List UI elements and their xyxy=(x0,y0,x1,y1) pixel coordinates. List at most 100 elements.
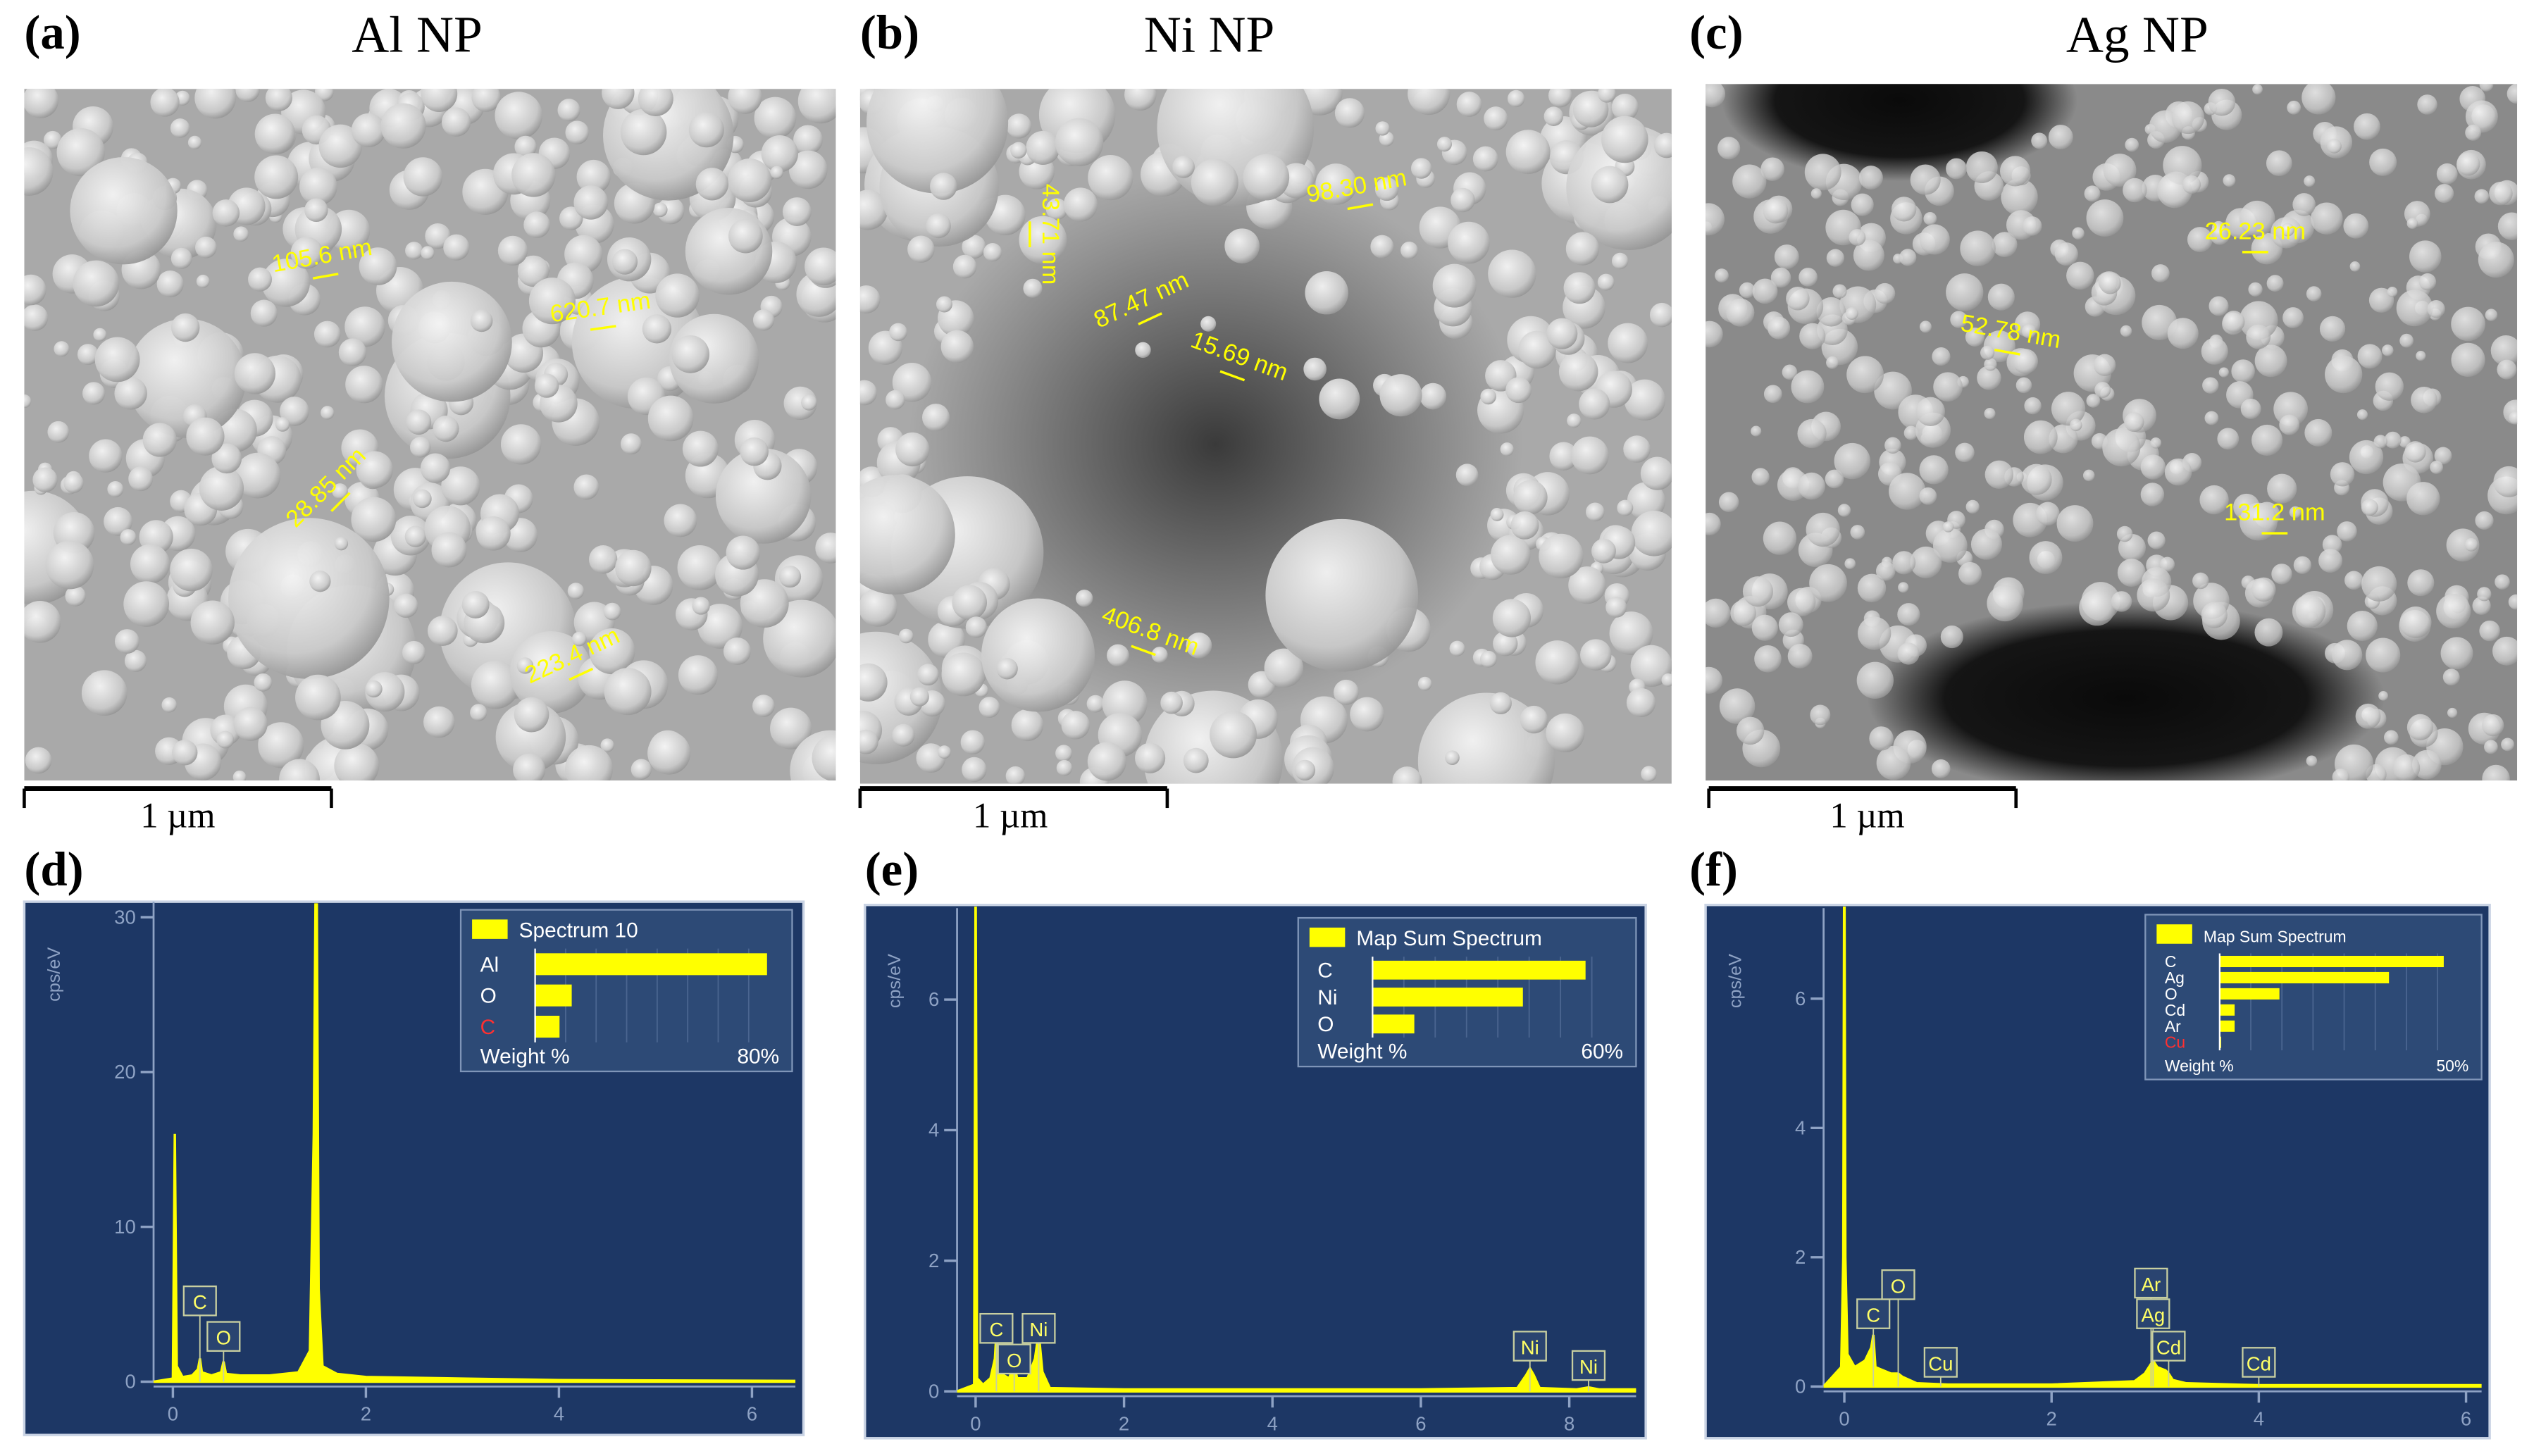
particle xyxy=(1950,311,1968,328)
particle xyxy=(500,424,542,465)
particle xyxy=(1806,512,1840,547)
particle xyxy=(1086,695,1105,713)
particle xyxy=(2384,431,2402,449)
particle xyxy=(677,545,723,590)
particle xyxy=(514,135,537,158)
particle xyxy=(2464,537,2478,552)
particle xyxy=(1568,566,1606,604)
particle xyxy=(1715,268,1729,283)
particle xyxy=(2125,137,2139,152)
particle xyxy=(1857,573,1887,603)
particle xyxy=(2117,559,2146,587)
particle xyxy=(2399,333,2414,348)
particle xyxy=(120,529,137,546)
particle xyxy=(2356,409,2368,421)
particle xyxy=(517,255,549,287)
particle xyxy=(1586,502,1605,522)
particle xyxy=(196,275,210,288)
peak-label-box xyxy=(979,1312,1014,1344)
measurement-marker xyxy=(1219,370,1246,382)
panel-label: (b) xyxy=(860,6,919,59)
particle xyxy=(528,278,576,325)
particle xyxy=(334,537,349,551)
inset-bar xyxy=(535,953,767,976)
particle xyxy=(2478,242,2514,278)
particle xyxy=(630,759,652,780)
particle xyxy=(1488,249,1536,298)
y-tick-label: 6 xyxy=(928,988,939,1010)
particle xyxy=(1611,94,1639,121)
particle xyxy=(130,544,170,584)
particle xyxy=(557,99,580,122)
x-tick-label: 6 xyxy=(747,1403,757,1425)
particle xyxy=(2201,602,2228,628)
particle xyxy=(2417,94,2437,115)
particle xyxy=(1408,89,1451,116)
x-tick-label: 2 xyxy=(361,1403,371,1425)
particle xyxy=(232,770,247,781)
inset-category: Cu xyxy=(2165,1033,2185,1052)
particle xyxy=(2209,225,2230,245)
particle xyxy=(1946,273,1984,311)
particle xyxy=(565,745,613,781)
particle xyxy=(443,234,470,261)
particle xyxy=(2124,412,2144,433)
y-axis-label: cps/eV xyxy=(1726,954,1746,1008)
particle xyxy=(1445,750,1460,766)
sem-shadow xyxy=(1722,84,2077,181)
particle xyxy=(2319,316,2346,342)
particle xyxy=(24,89,59,118)
particle xyxy=(2282,307,2304,328)
particle xyxy=(1627,482,1665,521)
peak-label: Cd xyxy=(2156,1336,2181,1358)
particle xyxy=(431,532,467,568)
particle xyxy=(63,473,84,493)
particle xyxy=(45,540,94,590)
particle xyxy=(1931,759,1951,778)
particle xyxy=(1919,455,1949,485)
particle xyxy=(24,600,61,643)
inset-bar xyxy=(2219,955,2444,968)
particle xyxy=(1799,268,1818,287)
particle xyxy=(254,673,273,692)
particle xyxy=(1984,358,1997,371)
particle xyxy=(409,437,431,458)
scale-bar-label: 1 µm xyxy=(1830,796,1904,835)
particle xyxy=(56,127,105,177)
particle xyxy=(1374,177,1399,201)
particle xyxy=(573,185,609,220)
particle xyxy=(898,628,914,644)
particle xyxy=(258,722,304,769)
particle xyxy=(1472,146,1498,172)
particle xyxy=(2289,506,2302,518)
particle xyxy=(404,525,426,547)
particle xyxy=(1763,198,1789,224)
particle xyxy=(1370,235,1394,259)
peak-label: Cd xyxy=(2247,1352,2271,1374)
panel-title: Ag NP xyxy=(2066,6,2209,63)
particle xyxy=(1874,371,1912,410)
particle xyxy=(1535,640,1579,685)
particle xyxy=(1539,533,1584,579)
particle xyxy=(1492,599,1532,637)
particle xyxy=(2330,462,2355,487)
particle xyxy=(788,150,828,189)
particle xyxy=(778,565,802,588)
particle xyxy=(1706,84,1726,108)
particle xyxy=(1977,366,2001,390)
particle xyxy=(32,467,58,492)
particle xyxy=(421,246,435,260)
y-tick-label: 30 xyxy=(114,906,136,928)
particle xyxy=(859,588,897,627)
particle xyxy=(1653,132,1672,158)
particle xyxy=(2497,359,2517,380)
particle xyxy=(2167,318,2199,349)
particle xyxy=(1958,561,1982,585)
particle xyxy=(1799,323,1826,349)
particle xyxy=(603,602,621,621)
particle xyxy=(123,581,170,627)
particle xyxy=(356,451,393,488)
particle xyxy=(723,637,751,666)
particle xyxy=(688,112,724,148)
particle xyxy=(2490,335,2518,366)
